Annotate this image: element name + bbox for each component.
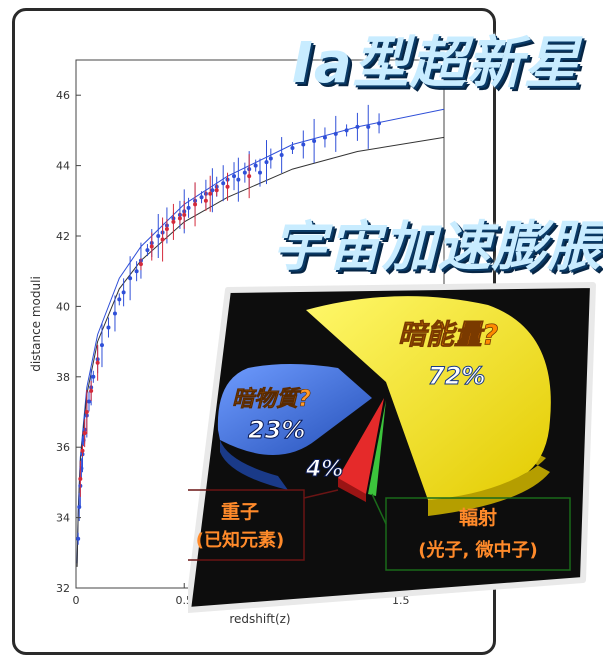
- pie-slice-dark-energy: [306, 296, 551, 500]
- data-point: [322, 135, 327, 140]
- x-tick-label: 0: [73, 594, 80, 607]
- callout-box-radiation: [385, 497, 571, 571]
- data-point: [221, 181, 226, 186]
- data-point: [377, 121, 382, 126]
- data-point: [80, 448, 85, 453]
- data-point: [117, 297, 122, 302]
- data-point: [91, 374, 96, 379]
- pie-slice-dark-energy-side: [386, 382, 550, 516]
- data-point: [208, 191, 213, 196]
- data-point: [290, 146, 295, 150]
- data-point: [333, 131, 338, 136]
- data-points: [76, 104, 382, 545]
- data-point: [95, 360, 100, 365]
- data-point: [177, 216, 182, 221]
- data-point: [149, 244, 154, 249]
- data-point: [128, 276, 133, 281]
- data-point: [344, 128, 349, 133]
- percent-dark-energy: 72%: [428, 362, 485, 390]
- pie-slice-dark-matter-side: [220, 440, 288, 490]
- data-point: [279, 153, 284, 158]
- data-point: [258, 170, 262, 175]
- data-point: [366, 124, 371, 129]
- headline-supernova: Ia型超新星: [292, 31, 581, 96]
- data-point: [236, 177, 241, 182]
- data-point: [301, 142, 306, 147]
- y-tick-label: 44: [56, 160, 70, 173]
- x-tick-label: 1.5: [392, 594, 410, 607]
- label-dark-matter: 暗物質?: [232, 387, 311, 412]
- data-point: [203, 198, 208, 203]
- data-point: [210, 188, 215, 193]
- data-point: [138, 262, 143, 267]
- label-radiation: 輻射: [459, 506, 497, 529]
- sublabel-radiation: (光子, 微中子): [418, 539, 538, 561]
- pie-slice-radiation: [368, 400, 386, 496]
- x-axis-label: redshift(z): [229, 612, 290, 626]
- data-point: [253, 163, 258, 168]
- label-baryons: 重子: [221, 501, 259, 523]
- data-point: [89, 388, 94, 393]
- percent-baryons: 4%: [305, 457, 343, 482]
- y-tick-label: 36: [56, 441, 70, 454]
- sublabel-baryons: (已知元素): [196, 529, 284, 551]
- y-ticks: 32 34 36 38 40 42 44 46: [56, 89, 81, 595]
- data-point: [86, 399, 91, 404]
- data-point: [214, 188, 219, 193]
- data-point: [112, 311, 117, 316]
- data-point: [160, 237, 165, 242]
- percent-dark-matter: 23%: [248, 416, 305, 444]
- data-point: [164, 226, 169, 231]
- pie-slice-dark-matter: [217, 364, 372, 455]
- pie-slice-baryons-side: [338, 478, 366, 502]
- data-point: [199, 195, 204, 200]
- data-point: [145, 248, 150, 253]
- pie-chart: 暗能量? 72% 暗物質? 23% 4% 重子 (已知元素) 輻射 (光子, 微…: [188, 282, 596, 613]
- data-point: [106, 325, 111, 330]
- data-point: [247, 174, 252, 179]
- y-axis-label: distance moduli: [29, 276, 43, 372]
- data-point: [182, 212, 187, 217]
- y-tick-label: 46: [56, 89, 70, 102]
- data-point: [99, 343, 104, 348]
- callout-box-baryons: [188, 489, 305, 561]
- data-point: [242, 170, 247, 175]
- headline-accelerating-expansion: 宇宙加速膨脹: [272, 215, 602, 278]
- label-dark-energy: 暗能量?: [398, 318, 498, 351]
- y-tick-label: 38: [56, 371, 70, 384]
- data-point: [84, 410, 89, 414]
- data-point: [134, 269, 139, 274]
- data-point: [76, 536, 81, 541]
- data-point: [121, 290, 126, 295]
- data-point: [193, 202, 198, 207]
- data-point: [171, 219, 176, 224]
- data-point: [186, 205, 191, 210]
- data-point: [156, 234, 161, 238]
- data-point: [312, 138, 317, 143]
- y-tick-label: 34: [56, 512, 70, 525]
- pie-slice-baryons: [338, 398, 384, 494]
- data-point: [264, 160, 269, 165]
- data-point: [78, 476, 83, 481]
- callout-line-radiation: [371, 493, 387, 525]
- data-point: [232, 174, 237, 179]
- data-point: [355, 124, 360, 129]
- data-point: [82, 431, 87, 436]
- y-tick-label: 42: [56, 230, 70, 243]
- y-tick-label: 40: [56, 300, 70, 313]
- data-point: [268, 156, 273, 161]
- callout-line-baryons: [303, 489, 339, 499]
- y-tick-label: 32: [56, 582, 70, 595]
- data-point: [225, 184, 230, 189]
